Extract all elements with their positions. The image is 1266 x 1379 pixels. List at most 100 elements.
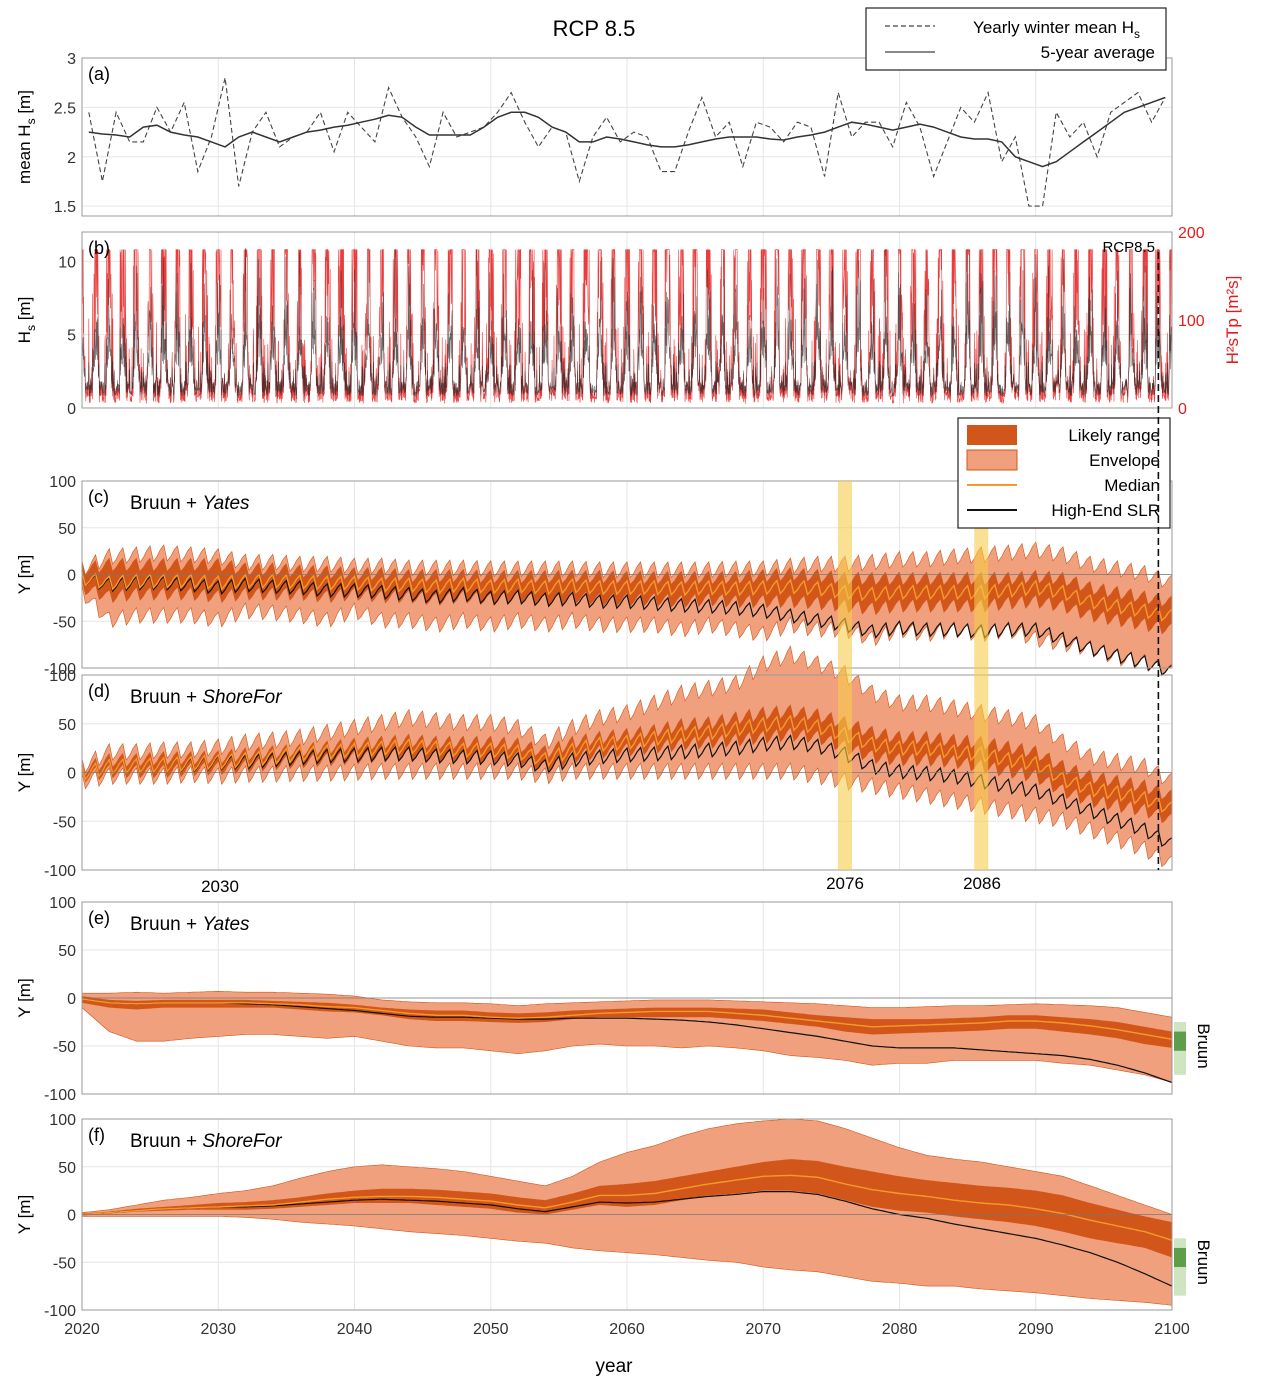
panel-d: -100 -50 0 50 100 (d) Bruun + ShoreFor Y [m]	[15, 645, 1173, 880]
y-tick-label: -100	[44, 1087, 76, 1104]
y-tick-label: 1.5	[54, 199, 76, 216]
y-tick-label: -50	[53, 1039, 76, 1056]
x-tick-label: 2080	[882, 1321, 918, 1338]
bruun-likely-bar	[1174, 1247, 1186, 1268]
y-tick-label: 50	[58, 717, 76, 734]
y-tick-label: 100	[49, 1112, 76, 1129]
axes-box	[81, 901, 1173, 1095]
y-tick-label: 50	[58, 943, 76, 960]
legend-envelope-swatch	[966, 449, 1018, 471]
model-variant: ShoreFor	[202, 1131, 282, 1152]
y-tick-label: 2	[67, 150, 76, 167]
series-wave-energy	[81, 248, 1173, 405]
y-axis-label: Hs [m]	[15, 297, 38, 344]
y-tick-label: 0	[67, 568, 76, 585]
model-base: Bruun +	[130, 1131, 202, 1152]
y-tick-label: -100	[44, 661, 76, 678]
panel-model-label: Bruun + ShoreFor	[130, 1131, 282, 1152]
x-tick-label: 2020	[64, 1321, 100, 1338]
y-tick-label: 100	[49, 474, 76, 491]
model-base: Bruun +	[130, 687, 202, 708]
y-tick-label: -50	[53, 814, 76, 831]
highlight-band-2086	[974, 481, 989, 870]
model-variant: Yates	[202, 914, 250, 935]
legend-median-label: Median	[1104, 476, 1160, 495]
x-axis-label: year	[596, 1356, 634, 1377]
bruun-label: Bruun	[1194, 1240, 1213, 1285]
y-tick-label: -50	[53, 1255, 76, 1272]
y-right-tick-label: 0	[1178, 401, 1187, 418]
panel-tag: (d)	[88, 681, 110, 701]
model-base: Bruun +	[130, 914, 202, 935]
panel-model-label: Bruun + ShoreFor	[130, 687, 282, 708]
y-axis-label: Y [m]	[15, 555, 34, 594]
high-end-slr-line	[81, 734, 1173, 847]
y-tick-label: 3	[67, 51, 76, 68]
y-tick-label: 0	[67, 766, 76, 783]
y-tick-label: 100	[49, 895, 76, 912]
legend-highend-label: High-End SLR	[1051, 501, 1160, 520]
high-end-slr-line	[81, 1191, 1173, 1287]
axes-box	[81, 1118, 1173, 1311]
legend-likely-swatch	[967, 425, 1017, 445]
y-right-tick-label: 200	[1178, 225, 1205, 242]
legend-envelope-label: Envelope	[1089, 451, 1160, 470]
figure-title: RCP 8.5	[553, 16, 636, 41]
y-tick-label: 50	[58, 1160, 76, 1177]
median-line	[81, 714, 1173, 813]
panel-a: 1.5 2 2.5 3 (a) mean Hs [m]	[15, 51, 1173, 217]
likely-range-band	[82, 996, 1172, 1048]
median-line	[81, 998, 1173, 1040]
likely-range-band	[82, 1159, 1172, 1258]
y-right-tick-label: 100	[1178, 313, 1205, 330]
axes-box	[81, 480, 1173, 669]
legend-top: Yearly winter mean Hs 5-year average	[865, 7, 1167, 71]
x-tick-label: 2030	[200, 1321, 236, 1338]
median-line	[81, 1174, 1173, 1241]
y-tick-label: -50	[53, 614, 76, 631]
panel-model-label: Bruun + Yates	[130, 493, 250, 514]
model-base: Bruun +	[130, 493, 202, 514]
y-tick-label: 100	[49, 668, 76, 685]
series-yearly-winter-mean	[88, 77, 1166, 207]
high-end-slr-line	[81, 998, 1173, 1084]
legend-likely-label: Likely range	[1068, 426, 1160, 445]
ylabel-unit: [m]	[15, 90, 34, 118]
bruun-label: Bruun	[1194, 1023, 1213, 1068]
panel-c: -100 -50 0 50 100 (c) Bruun + Yates Y [m]	[15, 474, 1173, 678]
panel-tag: (b)	[88, 238, 110, 258]
y-axis-label: mean Hs [m]	[15, 90, 38, 184]
y-tick-label: 5	[67, 328, 76, 345]
x-tick-label: 2060	[609, 1321, 645, 1338]
x-tick-label: 2050	[473, 1321, 509, 1338]
y-tick-label: 10	[58, 254, 76, 271]
rcp-marker-label: RCP8.5	[1102, 239, 1155, 256]
likely-range-band	[82, 704, 1172, 824]
y-tick-label: -100	[44, 1303, 76, 1320]
ylabel-main: mean H	[15, 124, 34, 184]
x-tick-label: 2090	[1018, 1321, 1054, 1338]
ylabel-main: H	[15, 331, 34, 343]
ylabel-sub: s	[24, 325, 38, 331]
event-label-2030: 2030	[201, 877, 239, 896]
panel-e: -100 -50 0 50 100 Bruun (e) Bruun + Yates Y [m]	[15, 895, 1213, 1104]
series-5-year-average	[88, 96, 1166, 168]
panel-tag: (e)	[88, 908, 110, 928]
high-end-slr-line	[81, 571, 1173, 676]
ylabel-sub: s	[24, 118, 38, 124]
bruun-likely-bar	[1174, 1031, 1186, 1051]
y-tick-label: -100	[44, 863, 76, 880]
panel-tag: (a)	[88, 64, 110, 84]
y-tick-label: 0	[67, 1208, 76, 1225]
ylabel-unit: [m]	[15, 297, 34, 325]
legend-bottom: Likely range Envelope Median High-End SL…	[957, 417, 1171, 529]
y-axis-label: Y [m]	[15, 978, 34, 1017]
y-tick-label: 0	[67, 991, 76, 1008]
y-axis-label: Y [m]	[15, 1195, 34, 1234]
x-tick-label: 2040	[337, 1321, 373, 1338]
y-tick-label: 50	[58, 521, 76, 538]
legend-yearly-label: Yearly winter mean Hs	[973, 18, 1140, 41]
model-variant: ShoreFor	[202, 687, 282, 708]
